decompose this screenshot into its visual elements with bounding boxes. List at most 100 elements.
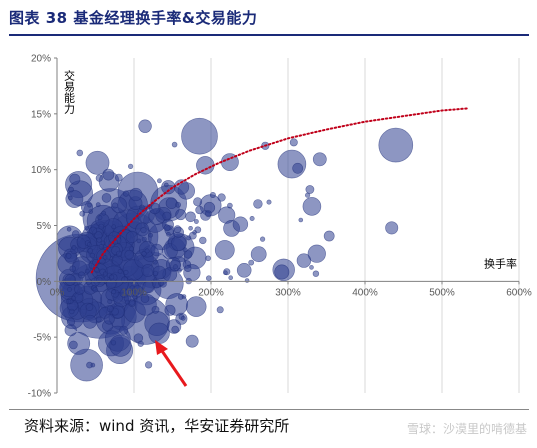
bubble-point — [214, 240, 235, 260]
bubble-point — [289, 138, 298, 147]
bubble-point — [144, 248, 150, 254]
bubble-point — [248, 259, 255, 266]
bubble-point — [100, 240, 106, 246]
bubble-point — [109, 274, 115, 280]
bubble-point — [152, 270, 159, 277]
bubble-point — [305, 192, 311, 198]
bubble-point — [162, 211, 172, 221]
bubble-point — [141, 236, 147, 242]
bubble-point — [103, 313, 115, 325]
y-tick-label: 0% — [37, 277, 52, 288]
bubble-point — [102, 255, 108, 260]
bubble-point — [185, 211, 196, 223]
bubble-point — [236, 262, 252, 278]
bubble-point — [110, 196, 127, 214]
bubble-point — [206, 275, 212, 282]
y-tick-label: 10% — [31, 165, 51, 176]
bubble-point — [92, 287, 99, 293]
bubble-point — [139, 204, 145, 211]
bubble-point — [132, 294, 138, 300]
bubble-point — [156, 178, 162, 184]
bubble-point — [292, 162, 304, 174]
bubble-point — [102, 168, 115, 181]
bubble-point — [385, 221, 399, 235]
bubble-point — [140, 294, 150, 303]
bubble-point — [150, 243, 164, 257]
bubble-point — [163, 224, 171, 232]
bubble-point — [79, 210, 86, 217]
bubble-point — [111, 254, 123, 266]
bubble-point — [181, 117, 218, 155]
bubble-point — [136, 238, 142, 244]
bubble-point — [89, 226, 97, 235]
bubble-point — [109, 334, 132, 357]
bubble-point — [66, 317, 76, 327]
bubble-point — [173, 225, 182, 234]
bubble-point — [69, 340, 78, 350]
annotation-arrow — [155, 340, 188, 387]
bubble-point — [323, 230, 335, 242]
bubble-point — [87, 202, 92, 208]
x-tick-label: 200% — [198, 287, 224, 298]
x-tick-label: 0% — [50, 287, 65, 298]
bubble-point — [164, 182, 169, 188]
bubble-point — [184, 264, 192, 273]
bubble-point — [117, 268, 123, 274]
bubble-point — [78, 271, 86, 279]
bubble-point — [260, 236, 266, 242]
bubble-point — [185, 296, 207, 317]
bubble-point — [89, 252, 96, 259]
title-rule — [9, 34, 529, 36]
bubble-point — [95, 174, 103, 182]
bubble-point — [193, 197, 203, 207]
bubble-point — [266, 199, 272, 205]
bubble-point — [165, 197, 178, 209]
bubble-point — [298, 217, 304, 223]
bubble-point — [188, 226, 193, 231]
bubble-point — [102, 271, 108, 277]
bubble-point — [84, 225, 89, 231]
bubble-point — [87, 242, 92, 247]
bubble-point — [131, 285, 144, 298]
bubble-point — [175, 201, 181, 208]
bubble-point — [228, 275, 233, 281]
bubble-point — [71, 230, 80, 238]
bubble-point — [85, 303, 94, 312]
bubble-series — [35, 117, 414, 382]
bubble-point — [83, 314, 97, 329]
bubble-point — [65, 190, 84, 208]
bubble-point — [119, 325, 129, 335]
bubble-point — [209, 192, 216, 199]
y-tick-labels: -10% -5% 0% 5% 10% 15% 20% — [28, 54, 51, 400]
trend-line — [90, 107, 470, 274]
bubble-point — [69, 265, 76, 272]
bubble-point — [171, 325, 179, 334]
bubble-point — [110, 340, 117, 346]
bubble-point — [186, 235, 192, 241]
bubble-point — [148, 232, 153, 238]
bubble-point — [106, 305, 114, 313]
bubble-point — [125, 231, 138, 244]
bubble-point — [111, 289, 116, 295]
figure-title: 图表 38 基金经理换手率&交易能力 — [9, 9, 258, 27]
bubble-point — [115, 250, 123, 257]
bubble-point — [68, 195, 73, 201]
bubble-point — [111, 224, 116, 229]
arrow-head — [155, 340, 168, 355]
bubble-point — [85, 150, 110, 175]
bubble-point — [302, 197, 322, 216]
bubble-point — [216, 306, 224, 314]
y-axis-label: 交易能力 — [63, 69, 76, 114]
bubble-point — [67, 286, 72, 292]
x-tick-labels: 0% 100% 200% 300% 400% 500% 600% — [50, 287, 532, 298]
y-tick-label: 5% — [37, 221, 52, 232]
bubble-point — [95, 316, 102, 323]
bubble-point — [129, 187, 143, 202]
bubble-point — [249, 216, 255, 222]
bubble-point — [378, 127, 414, 163]
bubble-point — [185, 334, 199, 348]
bubble-point — [312, 152, 327, 167]
bubble-point — [151, 305, 160, 314]
source-note: 资料来源：wind 资讯，华安证券研究所 — [24, 417, 290, 435]
arrow-shaft — [158, 347, 188, 387]
